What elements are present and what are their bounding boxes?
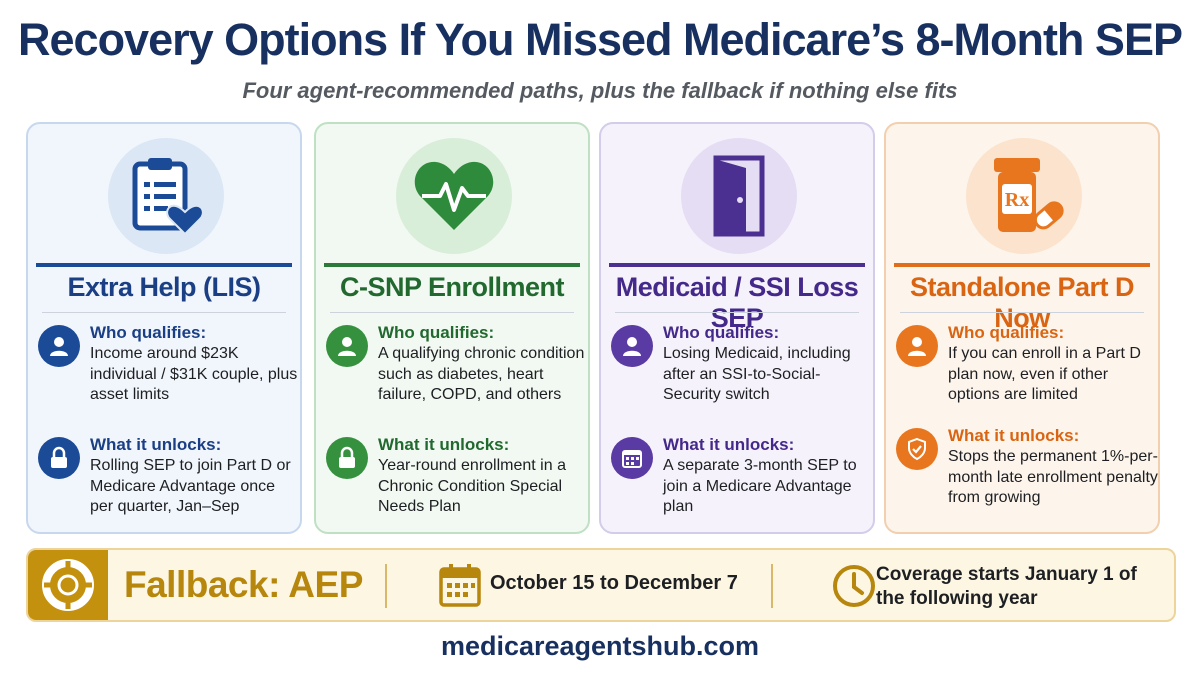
card-extra-help: Extra Help (LIS) Who qualifies: Income a… — [26, 122, 302, 534]
lifebuoy-icon — [28, 550, 108, 620]
unlocks-text: A separate 3-month SEP to join a Medicar… — [663, 457, 857, 515]
fallback-coverage: Coverage starts January 1 of the followi… — [876, 564, 1137, 609]
card-medicaid-ssi: Medicaid / SSI Loss SEP Who qualifies: L… — [599, 122, 875, 534]
page-subtitle: Four agent-recommended paths, plus the f… — [242, 78, 958, 103]
card-title: Medicaid / SSI Loss SEP — [615, 272, 859, 333]
unlocks-text: Rolling SEP to join Part D or Medicare A… — [90, 457, 291, 515]
fallback-title: Fallback: AEP — [124, 564, 363, 605]
unlocks-label: What it unlocks: — [948, 426, 1080, 445]
unlocks-label: What it unlocks: — [663, 435, 795, 454]
qualifies-label: Who qualifies: — [663, 323, 780, 342]
person-icon — [38, 325, 80, 367]
fallback-banner: Fallback: AEP October 15 to December 7 C… — [26, 548, 1176, 622]
clock-icon — [831, 563, 877, 614]
lock-icon — [38, 437, 80, 479]
calendar-icon — [438, 562, 482, 613]
unlocks-text: Stops the permanent 1%-per-month late en… — [948, 448, 1158, 506]
divider — [330, 312, 574, 313]
divider — [900, 312, 1144, 313]
person-icon — [896, 325, 938, 367]
fallback-dates: October 15 to December 7 — [490, 572, 738, 594]
divider — [615, 312, 859, 313]
qualifies-label: Who qualifies: — [90, 323, 207, 342]
heart-pulse-icon — [396, 138, 512, 254]
card-title: C-SNP Enrollment — [339, 272, 565, 302]
unlocks-text: Year-round enrollment in a Chronic Condi… — [378, 457, 566, 515]
divider — [42, 312, 286, 313]
rx-bottle-icon: Rx — [966, 138, 1082, 254]
unlocks-label: What it unlocks: — [378, 435, 510, 454]
card-standalone-part-d: Rx Standalone Part D Now Who qualifies: … — [884, 122, 1160, 534]
card-title: Extra Help (LIS) — [67, 272, 261, 302]
qualifies-text: If you can enroll in a Part D plan now, … — [948, 345, 1141, 403]
qualifies-text: Income around $23K individual / $31K cou… — [90, 345, 298, 403]
clipboard-heart-icon — [108, 138, 224, 254]
open-door-icon — [681, 138, 797, 254]
divider — [385, 564, 387, 608]
unlocks-label: What it unlocks: — [90, 435, 222, 454]
qualifies-text: A qualifying chronic condition such as d… — [378, 345, 585, 403]
divider — [771, 564, 773, 608]
card-title: Standalone Part D Now — [909, 272, 1135, 333]
lock-icon — [326, 437, 368, 479]
card-accent-bar — [36, 263, 292, 267]
card-accent-bar — [894, 263, 1150, 267]
page-title: Recovery Options If You Missed Medicare’… — [18, 14, 1183, 65]
person-icon — [611, 325, 653, 367]
shield-check-icon — [896, 428, 938, 470]
svg-text:Rx: Rx — [1005, 189, 1029, 211]
qualifies-label: Who qualifies: — [948, 323, 1065, 342]
calendar-icon — [611, 437, 653, 479]
card-accent-bar — [609, 263, 865, 267]
person-icon — [326, 325, 368, 367]
card-csnp: C-SNP Enrollment Who qualifies: A qualif… — [314, 122, 590, 534]
qualifies-text: Losing Medicaid, including after an SSI-… — [663, 345, 851, 403]
card-accent-bar — [324, 263, 580, 267]
footer-site-url[interactable]: medicareagentshub.com — [440, 631, 760, 661]
qualifies-label: Who qualifies: — [378, 323, 495, 342]
